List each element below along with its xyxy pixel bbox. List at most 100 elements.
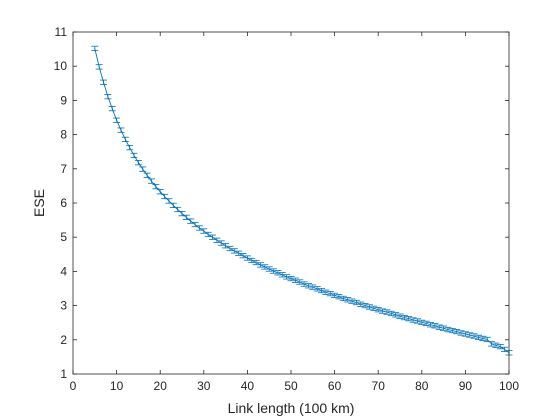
x-tick-label: 30 <box>197 379 211 393</box>
data-point <box>265 266 273 272</box>
data-point <box>357 301 365 307</box>
data-point <box>335 294 343 300</box>
data-point <box>453 328 461 335</box>
data-point <box>278 272 286 278</box>
data-point <box>379 308 387 314</box>
data-point <box>95 64 103 70</box>
data-point <box>409 317 417 323</box>
data-point <box>405 315 413 322</box>
data-point <box>309 284 317 290</box>
x-tick-label: 40 <box>241 379 255 393</box>
y-tick-label: 6 <box>60 196 67 210</box>
y-tick-label: 4 <box>60 264 67 278</box>
x-tick-label: 100 <box>499 379 519 393</box>
data-point <box>261 264 269 270</box>
data-point <box>182 214 190 220</box>
data-point <box>361 302 369 309</box>
data-point <box>226 245 234 252</box>
data-point <box>318 287 326 294</box>
data-point <box>121 136 129 142</box>
data-point <box>383 309 391 315</box>
data-point <box>139 166 147 172</box>
series-line <box>94 48 510 354</box>
data-point <box>331 292 339 298</box>
data-point <box>400 314 408 321</box>
data-point <box>304 283 312 289</box>
y-tick-label: 9 <box>60 93 67 107</box>
data-point <box>461 331 469 337</box>
data-point <box>222 243 230 249</box>
y-tick-label: 3 <box>60 299 67 313</box>
data-point <box>117 127 125 133</box>
data-point <box>431 323 439 329</box>
y-tick-label: 7 <box>60 162 67 176</box>
data-point <box>230 248 238 254</box>
x-tick-label: 20 <box>154 379 168 393</box>
x-tick-label: 0 <box>70 379 77 393</box>
data-point <box>352 299 360 306</box>
data-point <box>100 79 108 85</box>
y-tick-label: 2 <box>60 333 67 347</box>
data-point <box>435 324 443 330</box>
data-point <box>348 298 356 304</box>
data-point <box>239 253 247 259</box>
data-point <box>387 310 395 317</box>
y-tick-label: 8 <box>60 128 67 142</box>
plot-area <box>73 32 509 374</box>
data-point <box>195 225 203 231</box>
x-axis-label: Link length (100 km) <box>228 400 355 416</box>
y-tick-label: 10 <box>54 59 68 73</box>
x-axis-ticks: 0 10 20 30 40 50 60 70 80 90 100 <box>70 32 519 393</box>
data-point <box>322 289 330 295</box>
data-point <box>143 172 151 178</box>
data-point <box>152 183 160 190</box>
data-point <box>396 313 404 319</box>
data-point <box>413 318 421 324</box>
x-tick-label: 80 <box>415 379 429 393</box>
data-point <box>274 270 282 276</box>
data-point <box>287 275 295 282</box>
data-point <box>178 211 186 217</box>
data-point <box>326 291 334 297</box>
data-point <box>470 333 478 339</box>
data-point <box>300 281 308 287</box>
data-point <box>422 320 430 326</box>
data-point <box>479 335 487 342</box>
data-point <box>496 344 504 350</box>
data-point <box>457 330 465 336</box>
data-point <box>113 117 121 123</box>
data-point <box>104 94 112 100</box>
data-point <box>209 234 217 240</box>
x-tick-label: 50 <box>284 379 298 393</box>
data-point <box>147 178 155 184</box>
data-point <box>365 304 373 310</box>
data-point <box>191 221 199 228</box>
data-point <box>134 160 142 166</box>
data-point <box>213 237 221 243</box>
data-point <box>91 45 99 52</box>
data-point <box>270 268 278 274</box>
data-point <box>474 334 482 341</box>
data-point <box>283 274 291 280</box>
data-layer <box>91 45 513 356</box>
data-point <box>444 326 452 333</box>
data-point <box>204 231 212 238</box>
data-point <box>440 325 448 331</box>
data-point <box>418 319 426 325</box>
x-tick-label: 70 <box>372 379 386 393</box>
data-point <box>243 255 251 261</box>
data-point <box>130 152 138 159</box>
x-tick-label: 60 <box>328 379 342 393</box>
x-tick-label: 90 <box>459 379 473 393</box>
data-point <box>296 279 304 285</box>
data-point <box>291 277 299 283</box>
y-tick-label: 11 <box>55 25 68 39</box>
data-point <box>344 297 352 303</box>
data-point <box>501 346 509 352</box>
data-point <box>248 257 256 264</box>
data-point <box>370 305 378 311</box>
data-point <box>126 144 134 151</box>
data-point <box>313 286 321 292</box>
data-point <box>187 218 195 224</box>
